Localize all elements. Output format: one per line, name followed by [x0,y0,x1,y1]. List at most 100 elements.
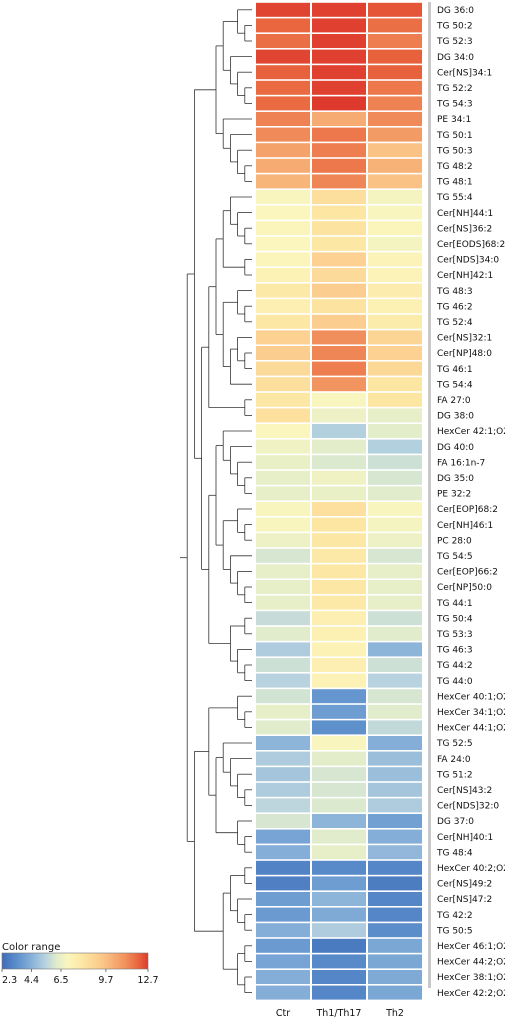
heatmap-cell [256,65,310,80]
heatmap-cell [256,346,310,360]
heatmap-cell [256,49,310,64]
heatmap-cell [312,65,366,80]
heatmap-cell [256,782,310,797]
heatmap-cell [312,408,366,423]
heatmap-cell [256,143,310,158]
row-label: TG 53:3 [436,630,473,640]
heatmap-cell [312,533,366,548]
heatmap-cell [312,158,366,173]
heatmap-cell [256,907,310,922]
heatmap-cell [368,829,422,844]
heatmap-cell [256,829,310,844]
row-label: TG 50:3 [436,146,473,156]
row-label: Cer[NDS]32:0 [437,802,499,812]
heatmap-cell [312,346,366,360]
row-label: FA 24:0 [437,755,471,765]
legend-tick-label: 2.3 [2,975,17,986]
heatmap-cell [256,704,310,719]
heatmap-cell [312,221,366,236]
row-label: TG 54:3 [436,100,473,110]
heatmap-cell [256,845,310,860]
heatmap-cell [256,314,310,329]
heatmap-cell [368,564,422,579]
color-legend: Color range 2.3 4.4 6.5 9.7 12.7 [1,942,159,986]
heatmap-cell [368,892,422,906]
heatmap-cell [368,782,422,797]
heatmap-cell [256,455,310,470]
row-label: Cer[EOP]68:2 [437,505,498,515]
heatmap-cell [256,439,310,454]
heatmap-cell [256,486,310,501]
heatmap-cell [312,283,366,298]
heatmap-cell [256,96,310,111]
heatmap-cell [312,845,366,860]
heatmap-cell [368,502,422,516]
heatmap-cell [368,860,422,875]
heatmap-cell [256,517,310,532]
row-label: TG 42:2 [436,911,473,921]
row-label: TG 50:2 [436,22,473,32]
heatmap-cell [312,876,366,891]
heatmap-cell [368,642,422,657]
legend-ticks: 2.3 4.4 6.5 9.7 12.7 [1,969,159,986]
heatmap-cell [312,18,366,33]
row-label: Cer[NS]36:2 [437,224,492,234]
row-labels: DG 36:0 TG 50:2 TG 52:3 DG 34:0 Cer[NS]34:1 T… [436,6,505,999]
heatmap-cell [368,470,422,485]
heatmap-cell [312,299,366,314]
heatmap-cell [368,80,422,95]
heatmap-cell [312,954,366,969]
row-label: HexCer 40:2;O2 [437,864,505,874]
heatmap-cell [312,642,366,657]
row-label: TG 50:1 [436,131,473,141]
heatmap-cell [256,689,310,704]
heatmap-cell [256,533,310,548]
heatmap-cell [312,923,366,938]
heatmap-cell [256,876,310,891]
heatmap-cell [256,970,310,984]
heatmap-cell [256,985,310,1000]
heatmap-cell [312,798,366,813]
heatmap-cell [368,736,422,750]
row-label-divider [428,2,431,988]
heatmap-cell [256,923,310,938]
heatmap-cell [368,907,422,922]
heatmap-cell [368,751,422,766]
heatmap-cell [256,330,310,345]
heatmap-cell [312,205,366,220]
heatmap-cell [312,502,366,516]
heatmap-cell [312,564,366,579]
row-label: TG 48:2 [436,162,473,172]
heatmap-cell [312,96,366,111]
heatmap-cell [256,236,310,251]
heatmap-cell [256,221,310,236]
row-label: DG 37:0 [437,817,474,827]
row-label: Cer[NP]50:0 [437,583,492,593]
heatmap-cell [256,736,310,750]
heatmap-cell [256,470,310,485]
column-label: Th2 [385,1008,404,1019]
heatmap-cell [368,314,422,329]
row-label: TG 52:2 [436,84,473,94]
row-label: PC 28:0 [437,536,472,546]
heatmap-cell [256,392,310,407]
heatmap-cell [368,330,422,345]
row-label: TG 48:3 [436,287,473,297]
heatmap-cell [256,299,310,314]
heatmap-cell [256,611,310,626]
heatmap-cell [368,798,422,813]
row-label: TG 44:1 [436,599,473,609]
heatmap-cell [256,954,310,969]
row-label: TG 52:5 [436,739,473,749]
heatmap-cell [312,361,366,376]
heatmap-cell [368,2,422,17]
column-labels: Ctr Th1/Th17 Th2 [276,1008,404,1019]
row-label: Cer[NH]42:1 [437,271,493,281]
heatmap-cell [368,533,422,548]
heatmap-cell [312,970,366,984]
legend-tick-label: 9.7 [98,975,113,986]
heatmap-cell [368,205,422,220]
row-label: Cer[NDS]34:0 [437,256,499,266]
heatmap-cell [368,985,422,1000]
heatmap-cell [368,689,422,704]
